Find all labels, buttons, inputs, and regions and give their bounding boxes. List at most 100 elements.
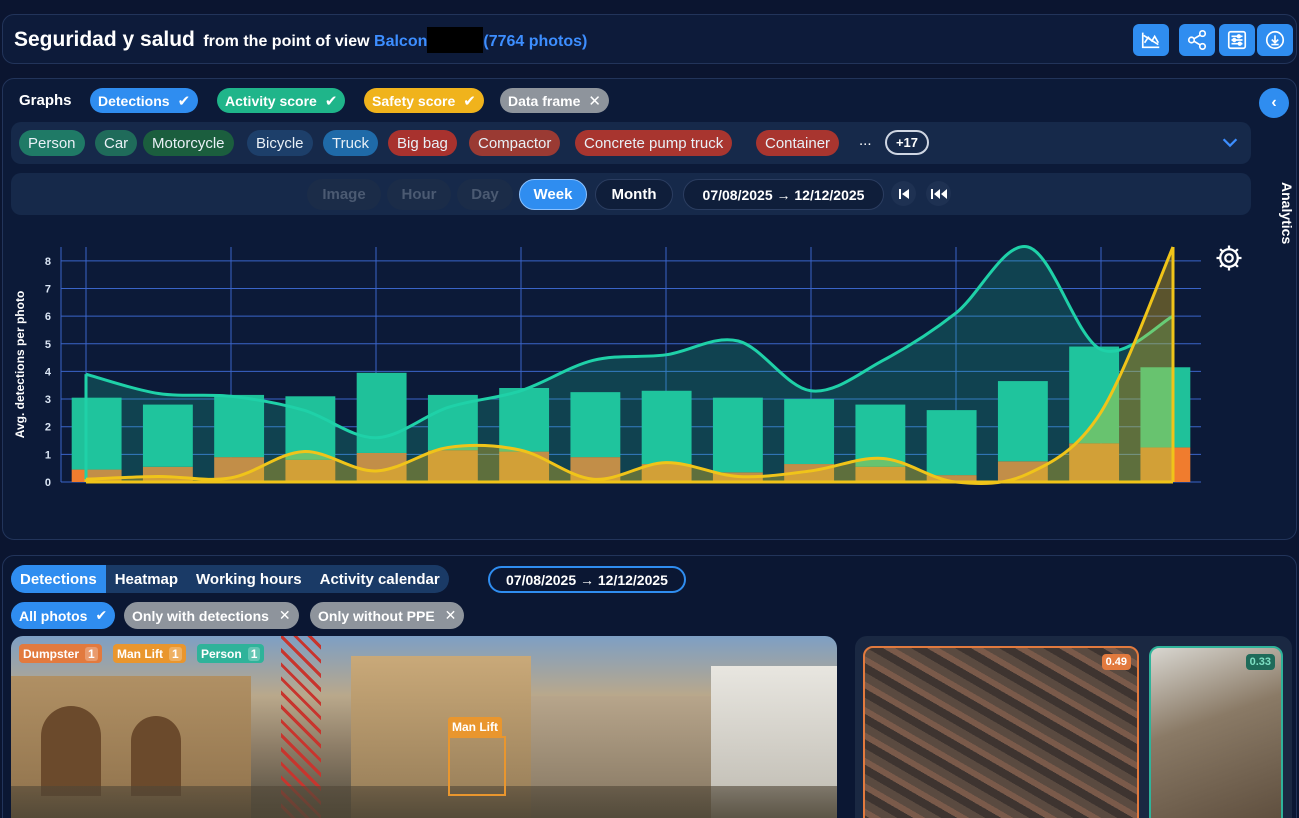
class-tag-truck[interactable]: Truck [323, 130, 378, 156]
chart-bar [784, 399, 835, 465]
chart-bar [926, 410, 977, 476]
class-tag-compactor[interactable]: Compactor [469, 130, 561, 156]
class-tag-concrete-pump-truck[interactable]: Concrete pump truck [575, 130, 733, 156]
class-tag-person[interactable]: Person [19, 130, 85, 156]
class-tag-motorcycle[interactable]: Motorcycle [143, 130, 234, 156]
project-title: Seguridad y salud [14, 28, 195, 51]
toggle-detections[interactable]: Detections ✔ [90, 88, 199, 113]
rewind-icon [930, 188, 947, 199]
series-line [85, 245, 1174, 440]
chart-bar [142, 404, 193, 467]
filter-all-photos[interactable]: All photos ✔ [11, 602, 116, 629]
chevron-down-icon[interactable] [1219, 131, 1241, 153]
filter-only-without-ppe[interactable]: Only without PPE ✕ [310, 602, 465, 629]
chart-bar [641, 390, 692, 465]
chart-bar [71, 397, 122, 470]
thumbnail-1[interactable]: 0.49 [863, 646, 1139, 818]
detection-tag-man-lift: Man Lift 1 [113, 644, 186, 663]
tab-detections[interactable]: Detections [11, 565, 106, 593]
close-icon: ✕ [444, 607, 457, 623]
detection-tag-dumpster: Dumpster 1 [19, 644, 102, 663]
page-title: Seguridad y salud from the point of view… [14, 26, 588, 53]
photos-date-range[interactable]: 07/08/2025 → 12/12/2025 [488, 566, 686, 593]
filter-only-with-detections[interactable]: Only with detections ✕ [124, 602, 299, 629]
chart-bar [926, 475, 977, 482]
chart-bar [712, 397, 763, 473]
class-tag-big-bag[interactable]: Big bag [388, 130, 457, 156]
bounding-box-man-lift[interactable] [448, 736, 506, 796]
class-tag-bicycle[interactable]: Bicycle [247, 130, 313, 156]
download-icon [1265, 30, 1285, 50]
granularity-hour[interactable]: Hour [387, 179, 451, 210]
confidence-score: 0.33 [1245, 654, 1275, 670]
chevron-left-icon: ‹ [1271, 94, 1277, 111]
tag-count: 1 [85, 646, 98, 661]
chart-bar [285, 459, 336, 482]
rewind-button[interactable] [926, 181, 951, 206]
granularity-month[interactable]: Month [595, 179, 673, 210]
skip-start-button[interactable] [891, 181, 916, 206]
chart-bar [997, 461, 1048, 482]
download-button[interactable] [1257, 24, 1293, 56]
class-tag-container[interactable]: Container [756, 130, 840, 156]
time-granularity-bar: Image Hour Day Week Month 07/08/2025 → 1… [11, 173, 1251, 215]
skip-start-icon [898, 188, 909, 199]
toggle-label: Data frame [508, 92, 581, 109]
more-ellipsis: ... [859, 132, 872, 149]
chart-trend-button[interactable] [1133, 24, 1169, 56]
toggle-activity-score[interactable]: Activity score ✔ [217, 88, 346, 113]
collapse-analytics-button[interactable]: ‹ [1259, 88, 1289, 118]
photo-ground [11, 786, 837, 818]
y-tick-label: 3 [45, 394, 51, 406]
granularity-day[interactable]: Day [457, 179, 513, 210]
y-tick-label: 0 [45, 477, 51, 489]
chart-bar [641, 464, 692, 482]
tag-count: 1 [169, 646, 182, 661]
y-tick-label: 2 [45, 422, 51, 434]
y-tick-label: 5 [45, 339, 51, 351]
y-tick-label: 1 [45, 449, 51, 461]
chart-bar [855, 404, 906, 467]
tag-label: Man Lift [117, 646, 163, 661]
chart-bar [855, 466, 906, 482]
chart-bar [1140, 447, 1191, 482]
toggle-safety-score[interactable]: Safety score ✔ [364, 88, 484, 113]
share-button[interactable] [1179, 24, 1215, 56]
check-icon: ✔ [95, 607, 108, 623]
y-tick-label: 8 [45, 256, 51, 268]
tag-count: 1 [247, 646, 261, 661]
tab-activity-calendar[interactable]: Activity calendar [319, 570, 440, 588]
sliders-icon [1227, 30, 1247, 50]
chart-bar [356, 372, 407, 453]
series-line [85, 246, 1175, 486]
granularity-image[interactable]: Image [307, 179, 381, 210]
tab-working-hours[interactable]: Working hours [196, 570, 302, 588]
photos-panel: Detections Heatmap Working hours Activit… [2, 555, 1297, 818]
tab-heatmap[interactable]: Heatmap [114, 570, 179, 588]
graphs-panel: Graphs Detections ✔ Activity score ✔ Safet… [2, 78, 1297, 540]
chart-bar [214, 394, 265, 458]
gear-icon[interactable] [1214, 243, 1244, 273]
more-classes-badge[interactable]: +17 [885, 130, 929, 155]
series-area [86, 246, 1173, 482]
class-tag-car[interactable]: Car [95, 130, 138, 156]
y-tick-label: 7 [45, 283, 51, 295]
chart-bar [1140, 367, 1191, 448]
check-icon: ✔ [463, 92, 476, 110]
y-axis-label: Avg. detections per photo [13, 291, 27, 439]
toggle-data-frame[interactable]: Data frame ✕ [500, 88, 609, 113]
chart-bar [570, 392, 621, 458]
check-icon: ✔ [324, 92, 338, 110]
date-range-pill[interactable]: 07/08/2025 → 12/12/2025 [683, 179, 884, 210]
view-name-link[interactable]: Balcon [374, 33, 428, 50]
tag-label: Dumpster [23, 646, 80, 661]
settings-sliders-button[interactable] [1219, 24, 1255, 56]
tag-label: Person [201, 646, 242, 661]
main-photo[interactable]: Dumpster 1 Man Lift 1 Person 1 Man Lift [11, 636, 837, 818]
thumbnail-2[interactable]: 0.33 [1149, 646, 1283, 818]
filter-label: Only without PPE [318, 607, 435, 624]
redacted-block [427, 26, 484, 53]
photo-count[interactable]: (7764 photos) [483, 33, 588, 50]
granularity-week[interactable]: Week [519, 179, 587, 210]
close-icon: ✕ [588, 92, 601, 110]
